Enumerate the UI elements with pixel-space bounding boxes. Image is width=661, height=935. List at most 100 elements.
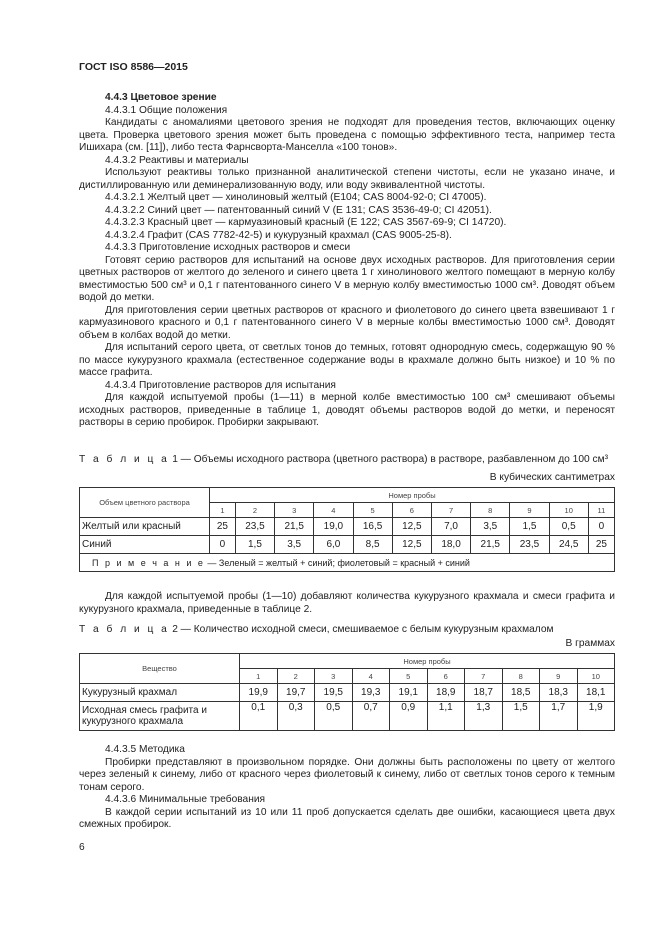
- paragraph: 4.4.3.2.2 Синий цвет — патентованный син…: [105, 204, 492, 216]
- table-cell: 8,5: [352, 535, 393, 554]
- table-cell: 21,5: [470, 535, 511, 554]
- column-header: 9: [539, 668, 578, 684]
- column-header: 5: [389, 668, 428, 684]
- table-cell: 1,9: [576, 701, 615, 731]
- table-cell: 7,0: [430, 517, 472, 536]
- paragraph: Используют реактивы только признанной ан…: [79, 167, 615, 191]
- table-cell: 1,5: [234, 535, 276, 554]
- section-table2-intro: Для каждой испытуемой пробы (1—10) добав…: [79, 591, 615, 616]
- paragraph: 4.4.3.1 Общие положения: [105, 104, 228, 116]
- row-label: Синий: [79, 535, 210, 554]
- paragraph: 4.4.3.4 Приготовление растворов для испы…: [105, 379, 336, 391]
- table-cell: 0: [209, 535, 236, 554]
- table-cell: 12,5: [391, 517, 432, 536]
- table-cell: 18,1: [576, 683, 615, 702]
- column-header: 2: [234, 502, 276, 518]
- table2-block: Т а б л и ц а 2 — Количество исходной см…: [79, 624, 615, 731]
- table-cell: 25: [209, 517, 236, 536]
- table-cell: 21,5: [274, 517, 315, 536]
- table-cell: 19,9: [239, 683, 278, 702]
- column-header: 8: [470, 502, 511, 518]
- table-row: Исходная смесь графита и кукурузного кра…: [79, 701, 615, 731]
- table-row: Желтый или красный 25 23,5 21,5 19,0 16,5 12,5…: [79, 517, 616, 536]
- section-color-vision: 4.4.3 Цветовое зрение 4.4.3.1 Общие полож…: [79, 92, 615, 430]
- paragraph: Готовят серию растворов для испытаний на…: [79, 254, 615, 304]
- paragraph: 4.4.3 Цветовое зрение: [105, 92, 217, 103]
- row-header: Вещество: [79, 653, 240, 684]
- column-header: 4: [351, 668, 390, 684]
- paragraph: Для приготовления серии цветных растворо…: [79, 304, 615, 341]
- table-cell: 0,5: [314, 701, 353, 731]
- table-cell: 0,5: [548, 517, 589, 536]
- paragraph: 4.4.3.3 Приготовление исходных растворов…: [105, 242, 351, 253]
- table-cell: 6,0: [313, 535, 354, 554]
- table-cell: 1,5: [501, 701, 540, 731]
- column-header: 6: [426, 668, 465, 684]
- paragraph: В каждой серии испытаний из 10 или 11 пр…: [79, 806, 615, 831]
- document-header: ГОСТ ISO 8586—2015: [79, 61, 188, 73]
- paragraph: 4.4.3.2 Реактивы и материалы: [105, 154, 249, 166]
- row-label: Желтый или красный: [79, 517, 210, 536]
- table-cell: 19,1: [389, 683, 428, 702]
- table-cell: 1,1: [426, 701, 465, 731]
- table-cell: 0: [587, 517, 616, 536]
- group-header: Номер пробы: [239, 653, 615, 669]
- table-cell: 1,5: [509, 517, 550, 536]
- page-number: 6: [79, 842, 85, 853]
- column-header: 3: [274, 502, 315, 518]
- table-cell: 18,7: [464, 683, 503, 702]
- section-method: 4.4.3.5 Методика Пробирки представляют в …: [79, 744, 615, 832]
- table-cell: 23,5: [509, 535, 550, 554]
- paragraph: Пробирки представляют в произвольном пор…: [79, 756, 615, 793]
- table-cell: 12,5: [391, 535, 432, 554]
- column-header: 10: [576, 668, 615, 684]
- table-cell: 16,5: [352, 517, 393, 536]
- table1-caption: Т а б л и ц а 1 — Объемы исходного раств…: [79, 454, 608, 465]
- column-header: 6: [391, 502, 432, 518]
- column-header: 7: [430, 502, 472, 518]
- table2-caption: Т а б л и ц а 2 — Количество исходной см…: [79, 624, 554, 635]
- row-label: Кукурузный крахмал: [79, 683, 240, 702]
- table1-unit: В кубических сантиметрах: [489, 472, 615, 483]
- column-header: 1: [209, 502, 236, 518]
- paragraph: 4.4.3.5 Методика: [105, 744, 185, 755]
- table-cell: 18,9: [426, 683, 465, 702]
- table-cell: 19,5: [314, 683, 353, 702]
- table-cell: 19,3: [351, 683, 390, 702]
- table-cell: 18,3: [539, 683, 578, 702]
- table1: Объем цветного раствора Номер пробы 1 2 3 4 5 6…: [79, 487, 616, 572]
- row-header: Объем цветного раствора: [79, 487, 210, 518]
- table-cell: 19,7: [276, 683, 315, 702]
- table-cell: 18,5: [501, 683, 540, 702]
- table-cell: 18,0: [430, 535, 472, 554]
- column-header: 1: [239, 668, 278, 684]
- column-header: 2: [276, 668, 315, 684]
- table-cell: 19,0: [313, 517, 354, 536]
- row-label: Исходная смесь графита и кукурузного кра…: [79, 701, 240, 731]
- column-header: 7: [464, 668, 503, 684]
- table-cell: 23,5: [234, 517, 276, 536]
- paragraph: Кандидаты с аномалиями цветового зрения …: [79, 117, 615, 153]
- table-cell: 0,7: [351, 701, 390, 731]
- table-row: Синий 0 1,5 3,5 6,0 8,5 12,5 18,0 21,5 23,5 24,5 25: [79, 535, 616, 554]
- column-header: 10: [548, 502, 589, 518]
- paragraph: 4.4.3.2.3 Красный цвет — кармуазиновый к…: [105, 217, 507, 228]
- paragraph: 4.4.3.6 Минимальные требования: [105, 794, 266, 805]
- column-header: 9: [509, 502, 550, 518]
- paragraph: Для испытаний серого цвета, от светлых т…: [79, 342, 615, 378]
- table-cell: 1,3: [464, 701, 503, 731]
- column-header: 3: [314, 668, 353, 684]
- table1-block: Т а б л и ц а 1 — Объемы исходного раств…: [79, 454, 616, 572]
- table2-unit: В граммах: [565, 638, 615, 649]
- paragraph: 4.4.3.2.4 Графит (CAS 7782-42-5) и кукур…: [105, 229, 452, 241]
- table-cell: 0,1: [239, 701, 278, 731]
- table-cell: 3,5: [274, 535, 315, 554]
- table-cell: 1,7: [539, 701, 578, 731]
- table-cell: 24,5: [548, 535, 589, 554]
- column-header: 5: [352, 502, 393, 518]
- column-header: 11: [587, 502, 616, 518]
- table-cell: 0,9: [389, 701, 428, 731]
- table-cell: 0,3: [276, 701, 315, 731]
- table-row: Кукурузный крахмал 19,9 19,7 19,5 19,3 19,1 18…: [79, 683, 615, 702]
